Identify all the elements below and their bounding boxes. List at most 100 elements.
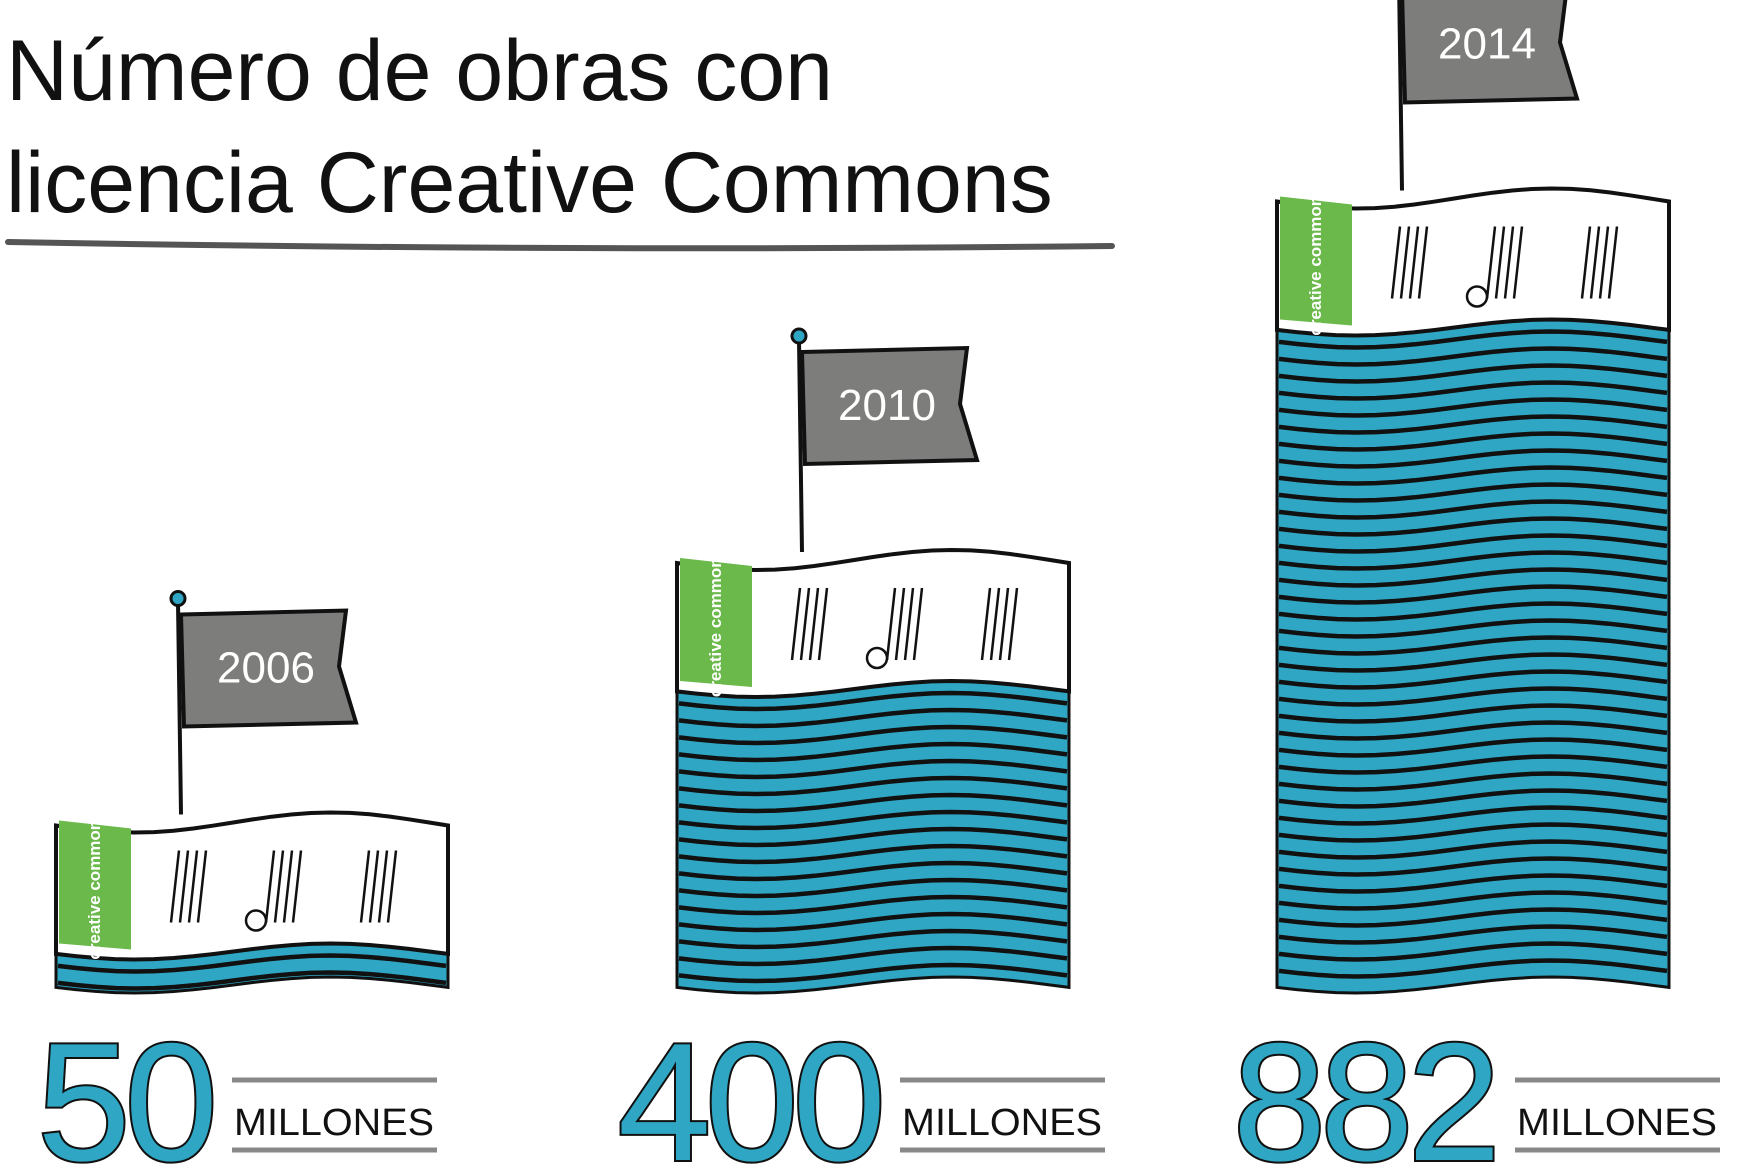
unit-label: MILLONES bbox=[902, 1102, 1102, 1144]
sheet-stroke bbox=[989, 587, 1001, 661]
stack-line bbox=[1278, 839, 1668, 860]
stack-line bbox=[678, 707, 1068, 729]
flag-pole bbox=[1397, 0, 1404, 191]
flag-year: 2010 bbox=[838, 381, 936, 430]
unit-label: MILLONES bbox=[234, 1102, 434, 1144]
sheet-stroke bbox=[282, 850, 294, 923]
sheet-stroke bbox=[894, 587, 906, 661]
sheet-stroke bbox=[178, 850, 190, 923]
stack-line bbox=[57, 970, 447, 991]
sheet-stroke bbox=[903, 587, 915, 661]
sheet-stroke bbox=[1399, 226, 1411, 299]
stack-line bbox=[678, 775, 1068, 797]
flag-year: 2006 bbox=[217, 644, 315, 693]
stack-line bbox=[1278, 941, 1668, 962]
stack-line bbox=[1278, 601, 1668, 622]
stack-line bbox=[1278, 465, 1668, 486]
stack-line bbox=[678, 809, 1068, 831]
stack-line bbox=[1278, 686, 1668, 707]
sheet-stroke bbox=[291, 850, 303, 923]
sheet-stroke bbox=[790, 587, 802, 661]
value-label: 400 bbox=[618, 1008, 880, 1168]
sheet-stroke bbox=[1408, 226, 1420, 299]
value-label: 882 bbox=[1233, 1008, 1495, 1168]
stack-line bbox=[1278, 635, 1668, 656]
stack-line bbox=[678, 690, 1068, 712]
sheet-stroke bbox=[377, 850, 389, 923]
sheet bbox=[1275, 186, 1671, 338]
sheet-stroke bbox=[1580, 226, 1592, 299]
chart-title: Número de obras con licencia Creative Com… bbox=[6, 23, 1053, 231]
stack-line bbox=[1278, 584, 1668, 605]
stack-line bbox=[678, 877, 1068, 899]
stack-line bbox=[1278, 448, 1668, 469]
sheet-stroke bbox=[169, 850, 181, 923]
sheet-seal bbox=[1465, 285, 1489, 308]
sheet-stroke bbox=[1417, 226, 1429, 299]
sheet-seal bbox=[865, 646, 889, 670]
stack-line bbox=[1278, 499, 1668, 520]
logo-text: creative commons bbox=[85, 810, 104, 959]
sheet-stroke bbox=[386, 850, 398, 923]
stack-line bbox=[1278, 346, 1668, 367]
sheet bbox=[54, 810, 450, 962]
stack-line bbox=[678, 724, 1068, 746]
stack-line bbox=[1278, 329, 1668, 350]
stack-line bbox=[1278, 533, 1668, 554]
sheet-stroke bbox=[912, 587, 924, 661]
sheet-stroke bbox=[808, 587, 820, 661]
stack-line bbox=[1278, 907, 1668, 928]
column: creative commons 2010 400 MILLONES bbox=[616, 327, 1105, 1168]
stack-line bbox=[1278, 550, 1668, 571]
stack-line bbox=[678, 741, 1068, 763]
sheet-stroke bbox=[264, 850, 276, 923]
sheet-stroke bbox=[1512, 226, 1524, 299]
stack-line bbox=[57, 953, 447, 974]
stack-line bbox=[678, 792, 1068, 814]
sheet-stroke bbox=[368, 850, 380, 923]
sheet-stroke bbox=[885, 587, 897, 661]
sheet-stroke bbox=[817, 587, 829, 661]
stack-line bbox=[678, 860, 1068, 882]
stack-line bbox=[1278, 771, 1668, 792]
stack-line bbox=[1278, 567, 1668, 588]
stack-line bbox=[1278, 652, 1668, 673]
stack-line bbox=[678, 894, 1068, 916]
sheet-stroke bbox=[359, 850, 371, 923]
flag-year: 2014 bbox=[1438, 20, 1536, 69]
logo-text: creative commons bbox=[706, 548, 725, 697]
logo-band bbox=[680, 558, 752, 687]
stack-line bbox=[1278, 703, 1668, 724]
stack-line bbox=[1278, 431, 1668, 452]
sheet bbox=[675, 547, 1071, 700]
sheet-stroke bbox=[1589, 226, 1601, 299]
value-label: 50 bbox=[37, 1008, 212, 1168]
stack-line bbox=[1278, 380, 1668, 401]
logo-text: creative commons bbox=[1306, 186, 1325, 335]
sheet-seal bbox=[244, 909, 268, 932]
sheet-stroke bbox=[187, 850, 199, 923]
sheet-stroke bbox=[1390, 226, 1402, 299]
stack-line bbox=[1278, 856, 1668, 877]
stack-line bbox=[678, 928, 1068, 950]
sheet-stroke bbox=[1485, 226, 1497, 299]
stack-line bbox=[1278, 516, 1668, 537]
stack-line bbox=[1278, 669, 1668, 690]
stack-line bbox=[1278, 873, 1668, 894]
stack-line bbox=[1278, 890, 1668, 911]
stack-line bbox=[678, 911, 1068, 933]
flag-knob bbox=[790, 327, 808, 345]
logo-band bbox=[59, 820, 131, 950]
flag bbox=[799, 345, 980, 467]
logo-band bbox=[1280, 196, 1352, 326]
stack-line bbox=[678, 843, 1068, 865]
stack-line bbox=[1278, 414, 1668, 435]
sheet-stroke bbox=[998, 587, 1010, 661]
sheet-stroke bbox=[1007, 587, 1019, 661]
column: creative commons 2014 882 MILLONES bbox=[1231, 0, 1720, 1168]
stack-line bbox=[1278, 482, 1668, 503]
stack-line bbox=[678, 945, 1068, 967]
stack-line bbox=[1278, 720, 1668, 741]
unit-label: MILLONES bbox=[1517, 1102, 1717, 1144]
